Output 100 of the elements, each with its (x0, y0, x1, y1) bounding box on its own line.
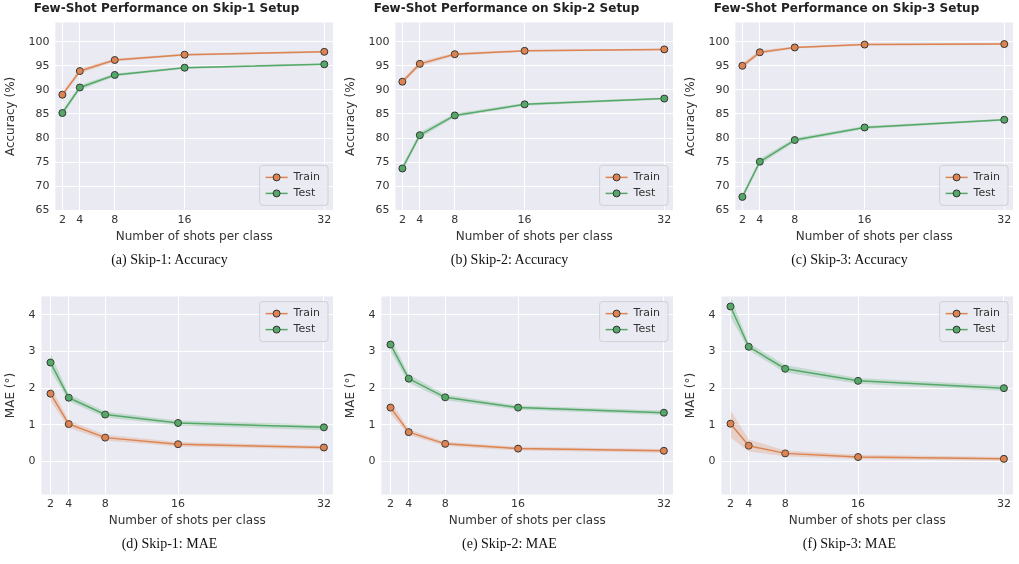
y-tick-label: 65 (715, 203, 730, 217)
x-tick-label: 16 (851, 496, 866, 510)
x-tick-label: 32 (316, 496, 331, 510)
point (64, 393, 73, 402)
point (860, 123, 869, 132)
x-tick-label: 16 (517, 212, 532, 226)
chart-title: Few-Shot Performance on Skip-1 Setup (33, 1, 300, 16)
x-tick-label: 4 (76, 212, 84, 226)
point (781, 364, 790, 373)
x-tick-label: 32 (656, 496, 671, 510)
y-tick-label: 85 (715, 106, 730, 120)
point (415, 59, 424, 68)
y-tick-label: 65 (375, 203, 390, 217)
y-tick-label: 95 (375, 58, 390, 72)
point (726, 419, 735, 428)
x-tick-label: 32 (997, 212, 1012, 226)
y-tick-label: 0 (28, 454, 36, 468)
point (46, 389, 55, 398)
y-tick-label: 2 (28, 381, 36, 395)
point (386, 403, 395, 412)
point (738, 61, 747, 70)
x-tick-label: 4 (405, 496, 413, 510)
y-axis-title: Accuracy (%) (3, 76, 18, 157)
legend-label: Test (632, 186, 656, 200)
point (319, 423, 328, 432)
point (999, 384, 1008, 393)
x-tick-label: 16 (511, 496, 526, 510)
point (110, 56, 119, 64)
y-tick-label: 70 (715, 179, 730, 193)
x-tick-label: 16 (177, 212, 192, 226)
point (790, 136, 799, 145)
y-tick-label: 3 (708, 344, 716, 358)
y-tick-label: 65 (35, 203, 50, 217)
x-tick-label: 8 (451, 212, 459, 226)
y-axis-title: Accuracy (%) (343, 76, 358, 157)
x-tick-label: 32 (996, 496, 1011, 510)
x-tick-label: 16 (171, 496, 186, 510)
y-tick-label: 90 (375, 82, 390, 96)
x-tick-label: 8 (441, 496, 449, 510)
point (101, 433, 110, 442)
y-tick-label: 4 (28, 307, 36, 321)
point (790, 43, 799, 52)
y-tick-label: 0 (368, 454, 376, 468)
y-tick-label: 1 (708, 417, 716, 431)
point (1000, 115, 1009, 124)
point (398, 164, 407, 173)
point (1000, 40, 1009, 49)
x-axis-title: Number of shots per class (108, 512, 266, 527)
x-axis-title: Number of shots per class (448, 512, 606, 527)
text: (e) Skip-2: MAE (461, 536, 558, 552)
x-tick-label: 32 (657, 212, 672, 226)
x-tick-label: 2 (398, 212, 406, 226)
point (398, 77, 407, 86)
point (520, 46, 529, 55)
x-axis-title: Number of shots per class (788, 512, 946, 527)
y-tick-label: 2 (368, 381, 376, 395)
legend-label: Train (972, 170, 1001, 184)
point (755, 157, 764, 166)
x-tick-label: 16 (857, 212, 872, 226)
chart-title: Few-Shot Performance on Skip-3 Setup (713, 1, 980, 16)
y-axis-title: MAE (°) (343, 372, 358, 419)
y-tick-label: 0 (708, 454, 716, 468)
chart-title: Few-Shot Performance on Skip-2 Setup (373, 1, 640, 16)
point (320, 47, 329, 56)
y-tick-label: 100 (708, 34, 730, 48)
x-axis-title: Number of shots per class (115, 228, 273, 243)
legend-label: Test (632, 322, 656, 336)
y-tick-label: 3 (28, 344, 36, 358)
point (174, 418, 183, 427)
legend-label: Train (292, 170, 321, 184)
point (110, 70, 119, 79)
x-tick-label: 2 (738, 212, 746, 226)
point (58, 109, 67, 118)
y-tick-label: 95 (715, 58, 730, 72)
y-axis-title: MAE (°) (683, 372, 698, 419)
y-tick-label: 2 (708, 381, 716, 395)
point (514, 403, 523, 412)
point (441, 393, 450, 402)
point (180, 50, 189, 59)
y-tick-label: 90 (715, 82, 730, 96)
point (75, 67, 84, 76)
y-tick-label: 75 (375, 155, 390, 169)
y-tick-label: 1 (28, 417, 36, 431)
y-tick-label: 4 (368, 307, 376, 321)
y-tick-label: 75 (715, 155, 730, 169)
x-tick-label: 4 (745, 496, 753, 510)
point (75, 83, 84, 92)
y-tick-label: 70 (35, 179, 50, 193)
point (860, 40, 869, 49)
x-tick-label: 8 (781, 496, 789, 510)
y-axis-title: MAE (°) (3, 372, 18, 419)
y-tick-label: 75 (35, 155, 50, 169)
point (514, 444, 523, 453)
point (659, 446, 668, 455)
x-tick-label: 8 (791, 212, 799, 226)
legend-label: Test (972, 186, 996, 200)
point (781, 449, 790, 458)
point (180, 63, 189, 72)
point (744, 342, 753, 351)
legend-label: Test (972, 322, 996, 336)
